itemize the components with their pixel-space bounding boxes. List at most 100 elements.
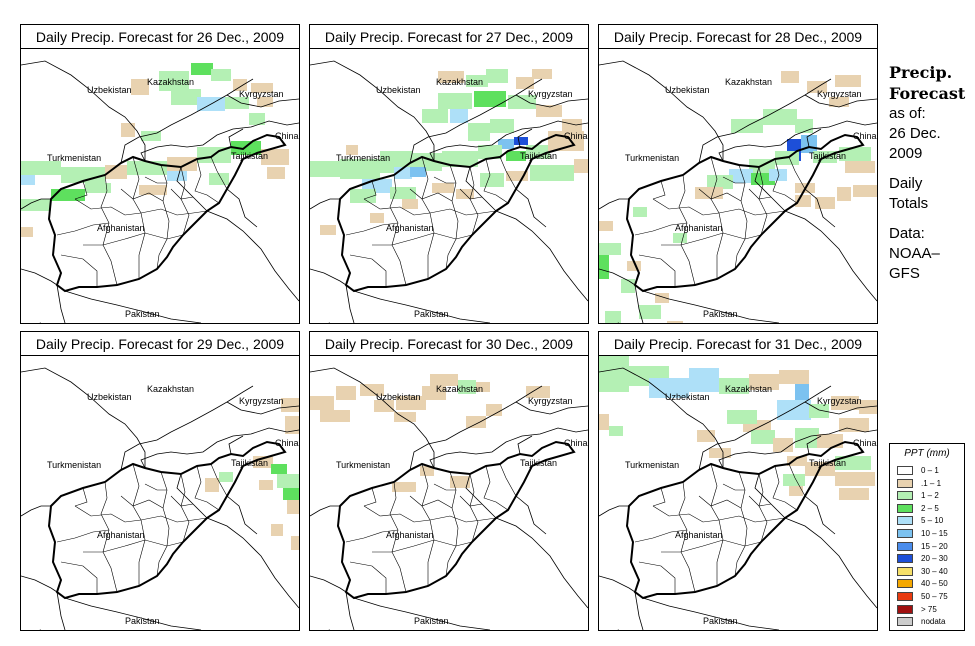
legend-label: 2 – 5 [921,503,939,513]
precip-cell [689,368,719,392]
panel-title: Daily Precip. Forecast for 27 Dec., 2009 [310,25,588,49]
precip-cell [490,119,514,133]
legend-row: 0 – 1 [897,465,963,477]
precip-cell [532,69,552,79]
country-border [353,597,491,630]
precip-cell [466,75,488,87]
precip-cell [835,472,875,486]
country-border [804,401,877,415]
province-border [758,473,768,543]
legend-row: 10 – 15 [897,528,963,540]
country-border [228,128,244,148]
as-of-date: 26 Dec. [889,125,941,142]
precip-cell [171,89,201,105]
province-border [56,222,110,236]
panel-title: Daily Precip. Forecast for 29 Dec., 2009 [21,332,299,356]
province-border [722,176,745,184]
precip-cell [516,77,534,89]
country-border [515,401,588,415]
forecast-panel-28-dec: Daily Precip. Forecast for 28 Dec., 2009… [598,24,878,324]
legend-row: 20 – 30 [897,553,963,565]
country-label-uzbekistan: Uzbekistan [87,392,132,402]
precip-cell [478,145,502,159]
province-border [445,164,459,270]
country-label-afghanistan: Afghanistan [97,223,145,233]
totals-label: Totals [889,195,929,212]
precip-cell [649,378,689,398]
province-border [60,561,98,594]
precip-cell [51,189,85,201]
precip-cell [336,386,356,400]
province-border [210,156,228,190]
province-border [634,222,688,236]
province-border [120,495,164,509]
country-border [599,60,724,161]
panel-title: Daily Precip. Forecast for 30 Dec., 2009 [310,332,588,356]
province-border [194,465,220,511]
legend-label: 30 – 40 [921,566,948,576]
country-label-kyrgyzstan: Kyrgyzstan [239,396,284,406]
precip-cell [267,167,285,179]
precip-cell [191,63,213,75]
province-border [634,529,688,543]
country-label-pakistan: Pakistan [414,616,449,626]
country-border [56,284,66,323]
country-border [345,591,355,630]
province-border [748,188,772,200]
province-border [409,188,453,202]
country-label-kazakhstan: Kazakhstan [147,384,195,394]
precip-cell [609,426,623,436]
province-border [180,473,190,543]
country-label-iran: Iran [39,321,55,323]
precip-cell [655,293,669,303]
precip-cell [468,123,490,141]
country-label-tajikistan: Tajikistan [809,151,847,161]
province-border [56,529,110,543]
country-border [465,473,497,519]
precip-cell [621,279,635,293]
precip-cell [795,428,819,448]
legend-label: nodata [921,617,946,627]
panel-title: Daily Precip. Forecast for 31 Dec., 2009 [599,332,877,356]
precip-cell [773,438,793,452]
province-border [722,483,745,491]
precip-cell [394,412,416,422]
country-border [495,210,588,302]
province-border [734,471,748,577]
province-border [652,180,666,200]
legend-swatch [897,604,913,614]
precip-cell [127,161,167,175]
country-border [784,210,877,302]
precip-cell [719,378,749,394]
province-border [698,188,742,202]
country-border [64,290,202,323]
precip-cell [85,183,111,193]
precip-cell [291,536,299,550]
country-label-iran: Iran [328,628,344,630]
precip-cell [277,474,299,488]
precip-cell [839,488,869,500]
legend-label: .1 – 1 [921,478,942,488]
precip-cell [410,167,426,177]
country-border [21,268,58,286]
legend-row: 2 – 5 [897,503,963,515]
country-label-uzbekistan: Uzbekistan [376,392,421,402]
precip-cell [837,187,851,201]
map-svg [599,60,877,323]
precip-cell [751,430,775,444]
country-border [806,128,822,148]
precip-cell [815,197,835,209]
precip-cell [574,159,588,173]
country-label-afghanistan: Afghanistan [675,223,723,233]
legend-label: > 75 [921,604,937,614]
precip-cell [536,105,562,117]
country-border [226,94,299,108]
precip-cell [442,151,478,167]
country-border [345,284,355,323]
province-border [144,483,167,491]
side-title-line2: Forecast [889,84,966,103]
precip-cell [219,472,233,482]
province-border [788,463,806,497]
precip-cell [141,131,161,141]
province-border [363,487,377,507]
